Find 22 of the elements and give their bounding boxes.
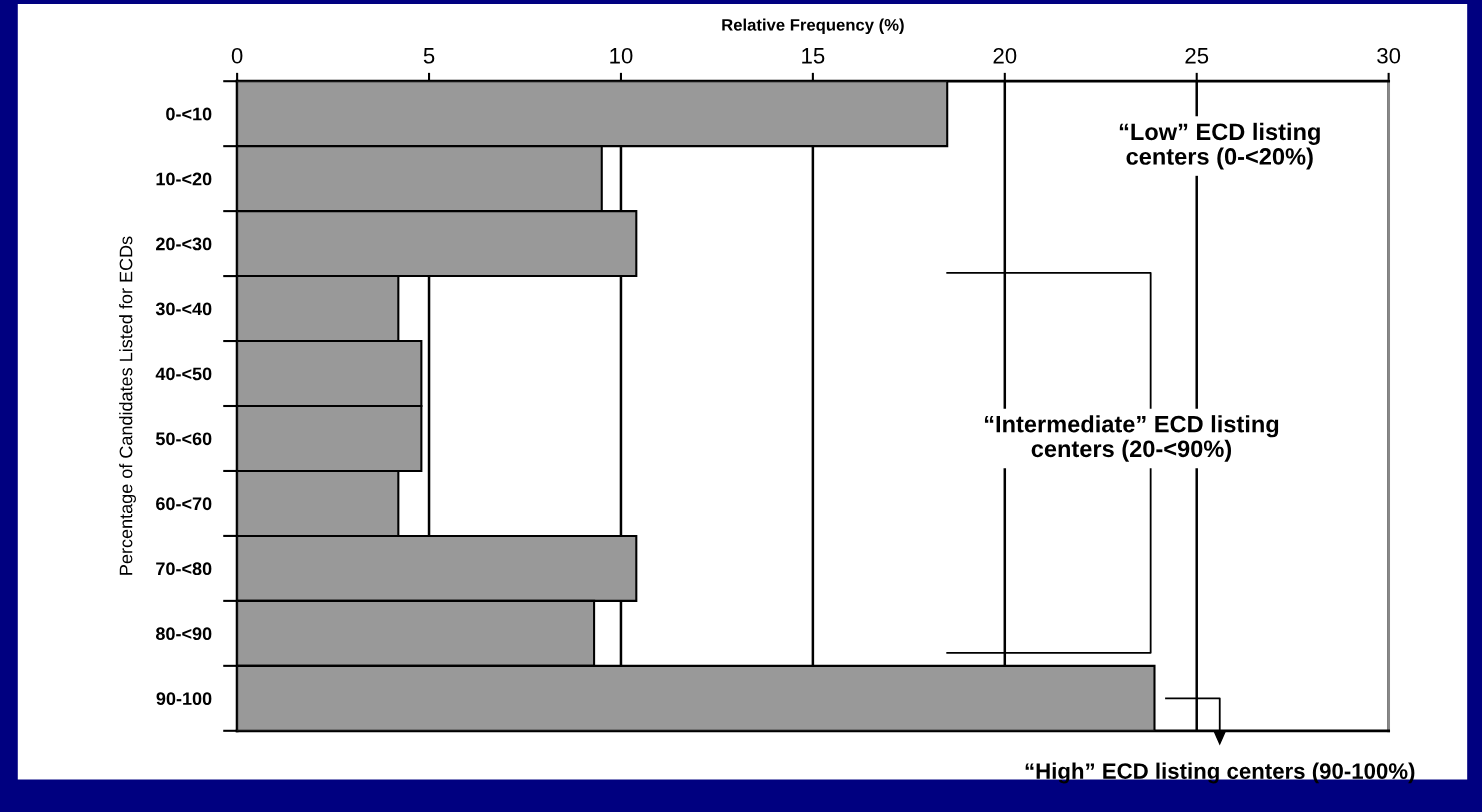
annotation: “Low” ECD listing centers (0-<20%) [1119,122,1320,170]
x-axis-title: Relative Frequency (%) [722,18,904,35]
y-tick-label: 0-<10 [166,107,212,121]
y-tick-label: 40-<50 [155,367,212,381]
y-axis-title: Percentage of Candidates Listed for ECDs [119,236,136,575]
y-tick-label: 30-<40 [155,302,212,316]
x-tick-label: 10 [610,47,633,64]
x-tick-label: 0 [231,47,243,64]
y-tick-label: 20-<30 [156,237,212,251]
x-tick-label: 15 [802,48,825,64]
x-tick-label: 30 [1377,47,1401,64]
y-tick-label: 90-100 [156,692,212,706]
y-tick-label: 10-<20 [156,172,212,186]
x-tick-label: 5 [423,48,435,64]
y-tick-label: 50-<60 [155,432,212,446]
text: “High” ECD listing centers (90-100%) [1025,762,1415,784]
x-tick-label: 25 [1185,47,1209,64]
y-tick-label: 60-<70 [156,497,212,511]
y-tick-label: 70-<80 [156,562,212,576]
y-tick-label: 80-<90 [155,627,212,641]
annotation: “Intermediate” ECD listing centers (20-<90%) [984,415,1279,462]
x-tick-label: 20 [993,47,1017,64]
